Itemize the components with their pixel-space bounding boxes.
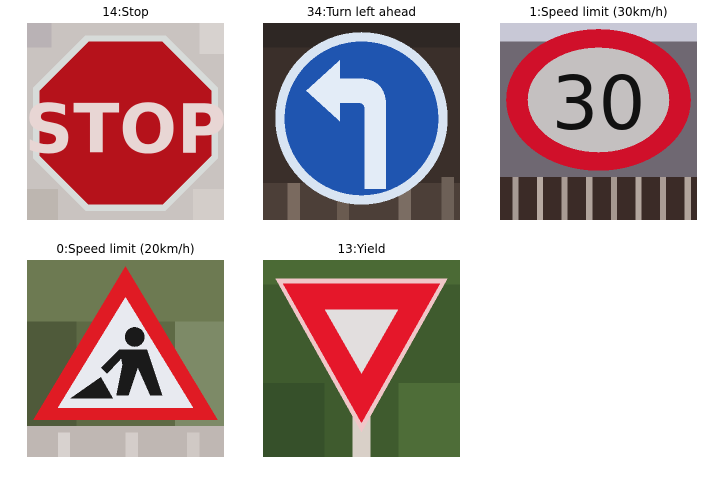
panel-title: 34:Turn left ahead [306,5,417,19]
panel-title: 14:Stop [102,5,149,19]
turn-left-ahead-sign-image [263,23,460,220]
speed-limit-sign-icon: 30 [500,23,697,220]
road-work-sign-icon [27,260,224,457]
yield-sign-icon [263,260,460,457]
speed-limit-30-sign-image: 30 [500,23,697,220]
stop-sign-icon: STOP [27,23,224,220]
stop-sign-text: STOP [27,89,224,168]
panel-title: 13:Yield [337,242,386,256]
panel-title: 0:Speed limit (20km/h) [56,242,195,256]
turn-left-ahead-sign-icon [263,23,460,220]
road-work-sign-image [27,260,224,457]
yield-sign-image [263,260,460,457]
panel-title: 1:Speed limit (30km/h) [529,5,668,19]
speed-limit-value: 30 [552,61,646,147]
stop-sign-image: STOP [27,23,224,220]
